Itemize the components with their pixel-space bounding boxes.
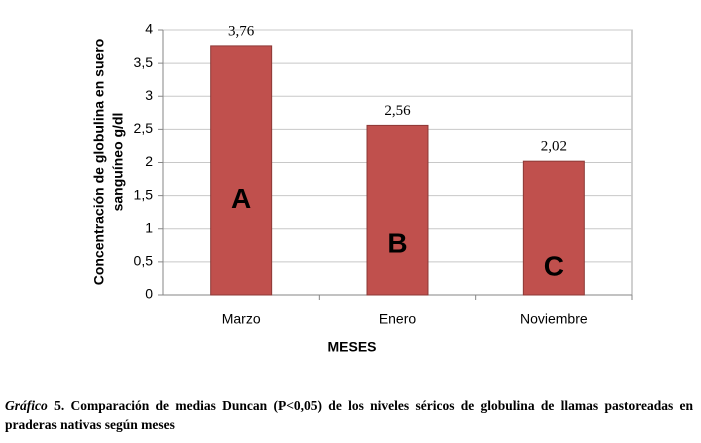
y-tick-label: 2,5 — [134, 120, 154, 136]
y-tick-label: 0,5 — [134, 253, 154, 269]
data-label: 2,56 — [384, 103, 411, 119]
caption-label: Gráfico — [5, 398, 48, 413]
x-axis-title: MESES — [327, 339, 376, 355]
bar — [522, 160, 585, 296]
caption: Gráfico 5. Comparación de medias Duncan … — [5, 396, 693, 434]
group-letter: C — [544, 250, 564, 281]
x-tick-label: Noviembre — [520, 311, 588, 327]
y-tick-label: 3 — [145, 87, 153, 103]
data-label: 2,02 — [541, 139, 567, 155]
y-tick-label: 4 — [145, 21, 153, 37]
y-axis-title: Concentración de globulina en suero — [91, 39, 107, 286]
bar — [210, 45, 273, 296]
caption-number: 5. — [54, 398, 65, 413]
group-letter: B — [387, 228, 407, 259]
y-tick-label: 1 — [145, 219, 153, 235]
x-tick-label: Marzo — [222, 311, 261, 327]
chart: MESES Concentración de globulina en suer… — [91, 21, 633, 355]
y-tick-label: 2 — [145, 153, 153, 169]
bar — [366, 124, 429, 296]
group-letter: A — [231, 183, 251, 214]
x-tick-label: Enero — [379, 311, 417, 327]
y-tick-label: 3,5 — [134, 54, 154, 70]
y-tick-label: 0 — [145, 286, 153, 302]
data-label: 3,76 — [228, 23, 255, 39]
y-axis-title: sanguíneo g/dl — [110, 113, 126, 212]
caption-text: Comparación de medias Duncan (P<0,05) de… — [5, 398, 694, 432]
y-tick-label: 1,5 — [134, 186, 154, 202]
